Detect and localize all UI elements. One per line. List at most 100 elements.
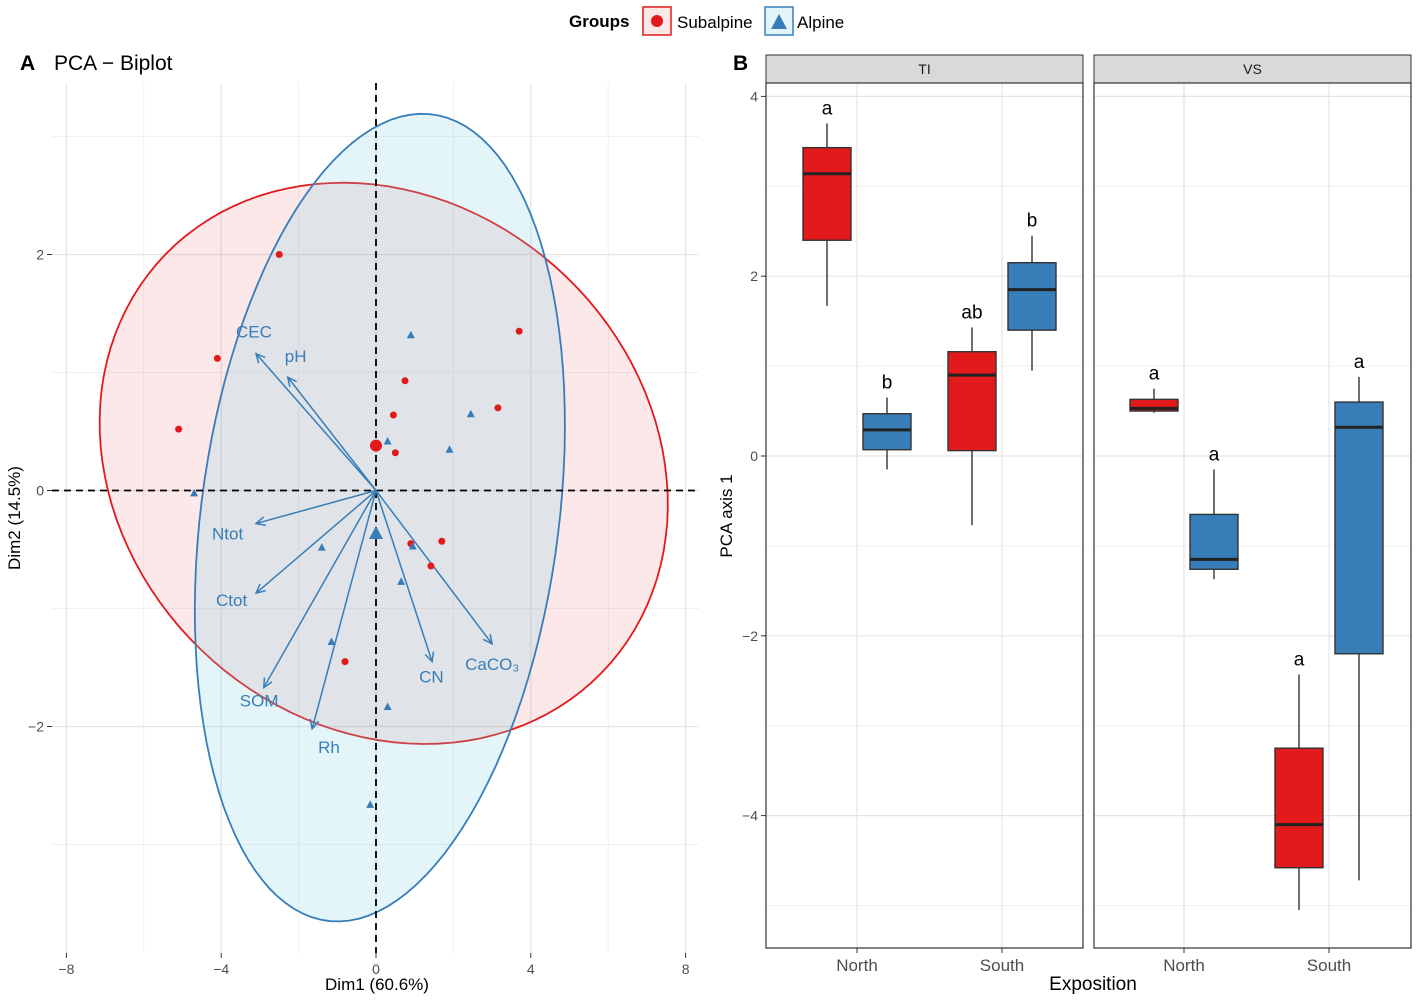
point-alpine [466,409,475,418]
box-vs-north-alpine: a [1189,444,1239,580]
loading-arrow-som [263,490,377,688]
panel-b-letter: B [733,52,748,75]
point-alpine [327,637,336,646]
pca-points [175,251,523,808]
loading-label-cn: CN [419,668,444,687]
box-vs-north-subalpine: a [1129,364,1179,413]
legend-triangle-icon [771,14,787,29]
boxplot-y-axis-label: PCA axis 1 [717,474,736,557]
loading-arrow-cec [255,353,377,491]
legend-title: Groups [569,12,629,31]
y-tick-label: −4 [742,808,758,824]
point-subalpine [175,425,183,433]
legend-label-alpine: Alpine [797,13,844,32]
facet-strip [1093,54,1412,84]
x-tick-label: South [1307,956,1351,975]
loading-arrowhead-icon [262,677,273,690]
loading-arrowhead-icon [482,633,494,646]
point-alpine [445,445,454,453]
significance-letter: a [1149,364,1160,385]
x-tick-label: 8 [682,961,690,977]
box-body [1129,398,1179,412]
loading-arrowhead-icon [254,516,267,527]
loading-arrowhead-icon [254,352,266,364]
point-subalpine [494,404,502,412]
centroid-alpine [369,525,383,539]
point-subalpine [515,327,523,335]
point-alpine [397,577,406,585]
panel-a-title: PCA − Biplot [54,52,173,75]
x-tick-label: 4 [527,961,535,977]
point-subalpine [341,658,349,666]
point-subalpine [427,562,435,570]
loading-arrow-ntot [255,489,377,525]
point-subalpine [213,354,221,362]
loading-label-cec: CEC [236,323,272,342]
loading-arrow-cn [375,490,433,662]
point-alpine [383,436,392,445]
box-ti-south-alpine: b [1007,211,1057,371]
y-tick-label: −2 [742,628,758,644]
point-subalpine [275,251,283,258]
box-vs-south-subalpine: a [1274,649,1324,910]
box-ti-south-subalpine: ab [947,302,997,526]
box-body [1334,401,1384,655]
y-tick-label: 0 [750,448,758,464]
loading-label-som: SOM [240,692,279,711]
loading-arrowhead-icon [424,651,435,664]
legend-label-subalpine: Subalpine [677,13,753,32]
box-body [1189,513,1239,570]
box-ti-north-subalpine: a [802,98,852,306]
significance-letter: a [822,98,833,119]
x-tick-label: North [1163,956,1205,975]
loading-arrowhead-icon [286,375,298,388]
y-tick-label: 2 [36,247,44,263]
point-subalpine [401,377,409,385]
point-alpine [366,800,375,808]
centroid-subalpine [370,439,382,452]
loading-arrow-rh [311,490,377,730]
box-body [947,351,997,452]
pca-reference-lines [52,83,699,953]
ellipse-alpine [193,112,566,923]
loading-arrow-ctot [255,489,377,594]
point-alpine [383,702,392,710]
x-tick-label: −4 [213,961,229,977]
loading-arrowhead-icon [309,718,320,731]
pca-axes: −8 −4 0 4 8 −2 0 2 [28,247,690,978]
facet-strip [765,54,1084,84]
significance-letter: a [1209,444,1220,465]
box-body [802,146,852,241]
pca-biplot: CEC pH Ntot Ctot SOM Rh CN CaCO₃ −8 −4 0 4 8 −2 0 2 Di… [5,83,699,994]
y-tick-label: 4 [750,88,758,104]
point-alpine [408,541,417,550]
loading-label-ntot: Ntot [212,525,243,544]
box-body [1274,747,1324,869]
box-body [1007,262,1057,331]
point-alpine [406,330,415,339]
legend: Groups Subalpine Alpine [569,6,844,36]
point-subalpine [389,411,397,419]
loading-label-caco: CaCO₃ [465,655,519,674]
y-tick-label: −2 [28,719,44,735]
point-alpine [317,543,326,551]
x-tick-label: 0 [372,961,380,977]
loading-arrow-ph [287,376,377,491]
legend-circle-icon [651,15,663,27]
loading-arrowhead-icon [254,583,266,595]
pca-grid [52,83,699,953]
facet-border [1093,82,1412,949]
panel-a-letter: A [20,52,35,75]
facet-vs: VS a a a a North South [1093,54,1412,975]
y-tick-label: 0 [36,483,44,499]
significance-letter: a [1354,352,1365,373]
significance-letter: a [1294,649,1305,670]
x-tick-label: North [836,956,878,975]
loading-label-rh: Rh [318,738,340,757]
loading-label-ctot: Ctot [216,591,247,610]
facet-strip-label: VS [1243,61,1262,77]
